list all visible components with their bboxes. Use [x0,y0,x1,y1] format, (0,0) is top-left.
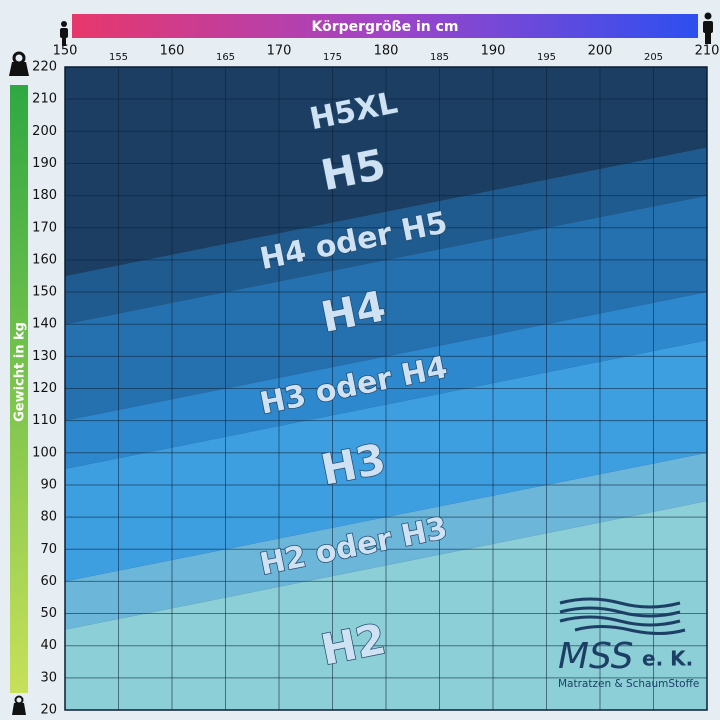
person-icon [60,21,68,46]
y-axis-bar [10,85,28,693]
x-tick-label: 165 [216,52,235,63]
plot-border [64,66,708,711]
y-tick-label: 110 [32,413,57,428]
logo-name: MSS [558,636,633,677]
y-tick-label: 30 [40,670,57,685]
x-tick-label: 155 [109,52,128,63]
person-icon [703,12,713,44]
logo-waves [559,597,686,635]
y-tick-label: 40 [40,638,57,653]
zone-label: H4 [317,281,390,342]
y-tick-label: 140 [32,317,57,332]
x-tick-label: 205 [644,52,663,63]
weight-icon [9,51,29,76]
y-tick-label: 200 [32,124,57,139]
y-tick-label: 130 [32,349,57,364]
logo: MSS e. K. Matratzen & SchaumStoffe [558,597,699,690]
x-tick-label: 200 [588,44,613,59]
x-axis-title: Körpergröße in cm [311,19,458,35]
x-tick-label: 150 [53,44,78,59]
y-axis-title: Gewicht in kg [13,322,28,422]
x-tick-label: 185 [430,52,449,63]
y-tick-label: 170 [32,220,57,235]
x-tick-label: 195 [537,52,556,63]
y-tick-label: 120 [32,381,57,396]
y-tick-label: 90 [40,477,57,492]
logo-suffix: e. K. [642,647,693,671]
x-tick-label: 180 [374,44,399,59]
y-tick-label: 70 [40,542,57,557]
y-tick-label: 220 [32,60,57,75]
x-tick-label: 170 [267,44,292,59]
y-tick-label: 160 [32,252,57,267]
x-tick-label: 175 [323,52,342,63]
y-tick-label: 80 [40,510,57,525]
x-tick-label: 210 [695,44,720,59]
y-tick-label: 210 [32,92,57,107]
y-tick-label: 180 [32,188,57,203]
y-tick-label: 190 [32,156,57,171]
y-tick-label: 50 [40,606,57,621]
y-tick-label: 20 [40,703,57,718]
logo-tagline: Matratzen & SchaumStoffe [558,678,699,690]
weight-icon [12,695,26,715]
y-tick-label: 150 [32,285,57,300]
x-axis-bar [72,14,698,38]
y-tick-label: 60 [40,574,57,589]
x-tick-label: 190 [481,44,506,59]
x-tick-label: 160 [160,44,185,59]
y-tick-label: 100 [32,445,57,460]
